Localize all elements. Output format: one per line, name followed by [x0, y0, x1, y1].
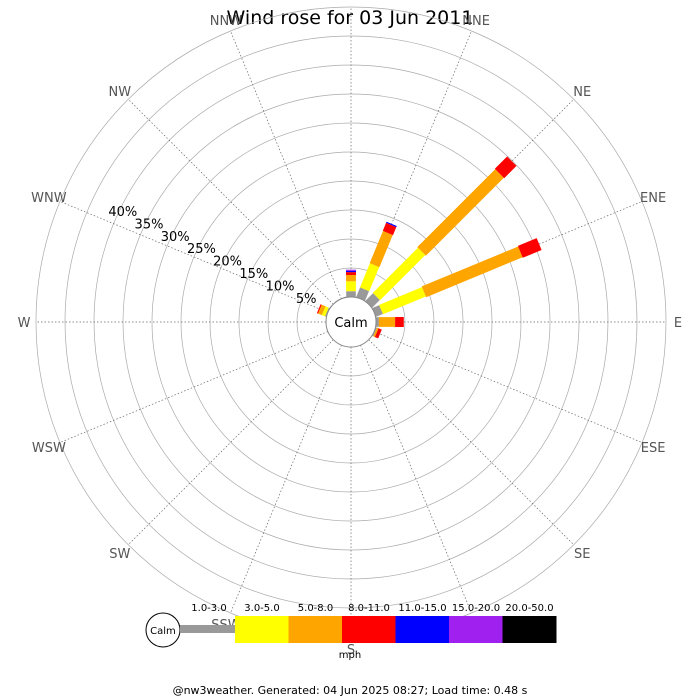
polar-grid: [35, 6, 667, 638]
bar-ese-5.0-8.0: [373, 327, 379, 338]
direction-label-w: W: [18, 316, 31, 331]
footer-text: @nw3weather. Generated: 04 Jun 2025 08:2…: [173, 684, 528, 697]
bar-ne-8.0-11.0: [494, 156, 517, 179]
grid-spoke-se: [368, 339, 574, 545]
legend-label-11.0-15.0: 11.0-15.0: [398, 603, 446, 614]
bar-e-1.0-3.0: [376, 317, 379, 327]
bar-n-3.0-5.0: [346, 281, 356, 292]
ring-label-30: 30%: [161, 230, 190, 245]
legend-label-8.0-11.0: 8.0-11.0: [348, 603, 390, 614]
legend-label-1.0-3.0: 1.0-3.0: [191, 603, 226, 614]
bar-wnw-8.0-11.0: [316, 304, 322, 314]
bar-nne-11.0-15.0: [386, 221, 397, 228]
bar-n-11.0-15.0: [346, 270, 356, 273]
ring-label-15: 15%: [239, 267, 268, 282]
grid-spoke-nw: [128, 99, 334, 305]
legend-calm-label: Calm: [150, 626, 176, 637]
direction-label-wnw: WNW: [31, 191, 67, 206]
direction-label-n: N: [346, 0, 356, 4]
direction-bars: [316, 156, 542, 339]
legend-unit-label: mph: [339, 650, 361, 661]
bar-ene-3.0-5.0: [379, 287, 426, 315]
grid-spoke-sw: [128, 339, 334, 545]
ring-label-5: 5%: [296, 292, 317, 307]
bar-ese-1.0-3.0: [372, 327, 377, 337]
legend-swatch-15.0-20.0: [449, 616, 503, 643]
direction-label-sw: SW: [109, 547, 130, 562]
ring-labels: 5%10%15%20%25%30%35%40%: [108, 205, 316, 307]
bar-ne-5.0-8.0: [417, 169, 504, 256]
chart-title: Wind rose for 03 Jun 2011: [227, 7, 474, 29]
grid-ring: [64, 35, 638, 609]
legend-swatch-11.0-15.0: [395, 616, 450, 643]
bar-nne-3.0-5.0: [360, 263, 380, 292]
direction-label-ne: NE: [573, 85, 591, 100]
legend-label-3.0-5.0: 3.0-5.0: [244, 603, 279, 614]
legend-swatch-20.0-50.0: [502, 616, 557, 643]
grid-spoke-wnw: [59, 201, 329, 313]
grid-spoke-ssw: [230, 344, 342, 614]
direction-label-ese: ESE: [641, 441, 666, 456]
grid-spoke-wsw: [59, 331, 329, 443]
ring-label-10: 10%: [266, 279, 295, 294]
legend-swatch-5.0-8.0: [288, 616, 343, 643]
direction-label-se: SE: [574, 547, 590, 562]
direction-label-nw: NW: [109, 85, 132, 100]
direction-label-nne: NNE: [462, 14, 490, 29]
direction-label-wsw: WSW: [32, 441, 66, 456]
legend-swatch-8.0-11.0: [342, 616, 396, 643]
grid-ring: [267, 238, 435, 406]
calm-circle: [325, 296, 377, 348]
legend-label-15.0-20.0: 15.0-20.0: [452, 603, 500, 614]
ring-label-25: 25%: [187, 242, 216, 257]
legend-label-20.0-50.0: 20.0-50.0: [505, 603, 553, 614]
bar-ene-5.0-8.0: [421, 246, 523, 298]
grid-spoke-nnw: [230, 30, 342, 300]
bar-n-8.0-11.0: [346, 272, 356, 275]
direction-label-e: E: [674, 316, 682, 331]
bar-wnw-3.0-5.0: [321, 306, 329, 317]
direction-label-s: S: [347, 643, 355, 658]
bar-nne-5.0-8.0: [369, 231, 393, 268]
bar-n-15.0-20.0: [346, 269, 356, 271]
bar-ene-8.0-11.0: [517, 238, 542, 258]
legend-swatch-3.0-5.0: [235, 616, 289, 643]
bar-wnw-5.0-8.0: [318, 304, 326, 316]
grid-spoke-nne: [360, 30, 472, 300]
grid-spoke-sse: [360, 344, 472, 614]
bar-n-5.0-8.0: [346, 275, 356, 282]
calm-circle-group: Calm: [325, 296, 377, 348]
bar-n-1.0-3.0: [346, 291, 356, 297]
direction-label-nnw: NNW: [210, 14, 242, 29]
bar-ese-8.0-11.0: [374, 328, 382, 339]
grid-spoke-ese: [373, 331, 643, 443]
bar-wnw-1.0-3.0: [325, 307, 330, 317]
bar-e-5.0-8.0: [378, 317, 396, 327]
direction-label-ene: ENE: [640, 191, 666, 206]
speed-legend: Calm 1.0-3.0 3.0-5.0 5.0-8.0 8.0-11.0 11.0-1…: [145, 603, 557, 648]
bar-nne-8.0-11.0: [382, 222, 397, 236]
ring-label-35: 35%: [135, 217, 164, 232]
ring-label-20: 20%: [213, 255, 242, 270]
ring-label-40: 40%: [108, 205, 137, 220]
bar-ne-3.0-5.0: [372, 247, 426, 301]
legend-label-5.0-8.0: 5.0-8.0: [298, 603, 333, 614]
grid-ring: [238, 209, 464, 435]
grid-ring: [151, 122, 551, 522]
bar-e-8.0-11.0: [395, 317, 404, 327]
bar-nne-1.0-3.0: [356, 287, 369, 301]
calm-label: Calm: [334, 316, 367, 331]
legend-swatch-1.0-3.0: [180, 625, 235, 633]
